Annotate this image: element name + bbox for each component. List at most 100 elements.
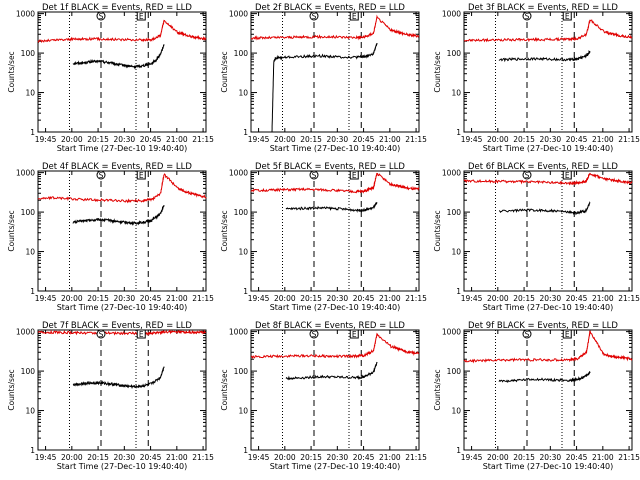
events-series-line bbox=[498, 49, 591, 63]
e-marker-label: E bbox=[139, 330, 144, 339]
y-tick-label: 10 bbox=[451, 407, 461, 416]
x-tick-label: 19:45 bbox=[461, 294, 483, 303]
e-marker-label: E bbox=[565, 330, 570, 339]
x-tick-label: 21:15 bbox=[192, 453, 214, 462]
y-tick-label: 1000 bbox=[442, 328, 461, 337]
lld-series-line bbox=[251, 332, 420, 359]
s-marker-circle bbox=[309, 329, 319, 339]
x-tick-label: 20:45 bbox=[140, 294, 162, 303]
panel-title: Det 4f BLACK = Events, RED = LLD bbox=[42, 162, 192, 172]
x-tick-label: 20:15 bbox=[513, 453, 535, 462]
s-marker-label: S bbox=[525, 171, 530, 180]
x-tick-label: 20:00 bbox=[487, 294, 509, 303]
plot-frame bbox=[37, 329, 207, 451]
detector-panel: Det 6f BLACK = Events, RED = LLD 19:45 20:… bbox=[433, 162, 640, 312]
x-tick-label: 20:15 bbox=[513, 294, 535, 303]
lld-series-line bbox=[250, 14, 420, 41]
y-tick-label: 10 bbox=[25, 407, 35, 416]
detector-panel: Det 8f BLACK = Events, RED = LLD 19:45 20:… bbox=[220, 321, 427, 471]
y-tick-label: 100 bbox=[21, 208, 36, 217]
x-tick-label: 21:00 bbox=[166, 294, 188, 303]
y-tick-label: 1 bbox=[30, 446, 35, 455]
y-tick-label: 1 bbox=[456, 287, 461, 296]
x-tick-label: 21:15 bbox=[192, 294, 214, 303]
s-marker-label: S bbox=[99, 12, 104, 21]
y-tick-label: 10 bbox=[238, 248, 248, 257]
plot-frame bbox=[250, 170, 420, 292]
lld-series-line bbox=[250, 172, 420, 194]
y-tick-label: 1000 bbox=[16, 10, 35, 19]
s-marker-label: S bbox=[525, 12, 530, 21]
y-tick-label: 1 bbox=[243, 287, 248, 296]
x-tick-label: 20:00 bbox=[487, 453, 509, 462]
x-tick-label: 20:15 bbox=[87, 453, 109, 462]
x-tick-label: 20:00 bbox=[274, 135, 296, 144]
y-tick-label: 1000 bbox=[16, 328, 35, 337]
x-axis-label: Start Time (27-Dec-10 19:40:40) bbox=[270, 144, 401, 153]
x-tick-label: 20:30 bbox=[114, 453, 136, 462]
x-tick-label: 19:45 bbox=[461, 135, 483, 144]
y-axis-label: Counts/sec bbox=[433, 210, 442, 251]
x-tick-label: 19:45 bbox=[35, 135, 57, 144]
events-series-line bbox=[498, 201, 591, 216]
e-marker-box bbox=[562, 11, 572, 21]
y-tick-label: 100 bbox=[234, 367, 249, 376]
lld-series-line bbox=[37, 329, 207, 337]
panel-title: Det 5f BLACK = Events, RED = LLD bbox=[255, 162, 405, 172]
e-marker-box bbox=[349, 170, 359, 180]
x-tick-label: 20:15 bbox=[513, 135, 535, 144]
x-tick-label: 20:45 bbox=[353, 294, 375, 303]
plot-frame bbox=[463, 11, 633, 133]
detector-panel: Det 9f BLACK = Events, RED = LLD 19:45 20:… bbox=[433, 321, 640, 471]
y-axis-label: Counts/sec bbox=[433, 369, 442, 410]
detector-panel: Det 5f BLACK = Events, RED = LLD 19:45 20:… bbox=[220, 162, 427, 312]
s-marker-circle bbox=[309, 11, 319, 21]
x-tick-label: 20:00 bbox=[487, 135, 509, 144]
x-tick-label: 20:30 bbox=[327, 135, 349, 144]
x-tick-label: 20:30 bbox=[114, 294, 136, 303]
x-tick-label: 21:15 bbox=[618, 453, 640, 462]
x-tick-label: 19:45 bbox=[35, 453, 57, 462]
y-tick-label: 10 bbox=[238, 89, 248, 98]
detector-panel: Det 1f BLACK = Events, RED = LLD 19:45 20:… bbox=[7, 3, 214, 153]
e-marker-label: E bbox=[139, 12, 144, 21]
lld-series-line bbox=[37, 173, 207, 204]
e-marker-label: E bbox=[565, 171, 570, 180]
plot-frame bbox=[250, 11, 420, 133]
y-tick-label: 100 bbox=[21, 49, 36, 58]
x-tick-label: 20:45 bbox=[566, 135, 588, 144]
x-tick-label: 21:00 bbox=[166, 453, 188, 462]
x-tick-label: 20:45 bbox=[140, 453, 162, 462]
y-axis-label: Counts/sec bbox=[220, 51, 229, 92]
plot-frame bbox=[463, 329, 633, 451]
s-marker-label: S bbox=[312, 171, 317, 180]
s-marker-circle bbox=[522, 11, 532, 21]
y-tick-label: 1000 bbox=[16, 169, 35, 178]
plot-frame bbox=[250, 329, 420, 451]
e-marker-label: E bbox=[139, 171, 144, 180]
y-tick-label: 1000 bbox=[442, 10, 461, 19]
x-tick-label: 20:30 bbox=[114, 135, 136, 144]
y-tick-label: 10 bbox=[451, 89, 461, 98]
lld-series-line bbox=[463, 19, 633, 43]
x-tick-label: 21:15 bbox=[405, 453, 427, 462]
x-axis-label: Start Time (27-Dec-10 19:40:40) bbox=[483, 144, 614, 153]
events-series-line bbox=[271, 42, 378, 133]
y-tick-label: 100 bbox=[447, 49, 462, 58]
detector-panel: Det 2f BLACK = Events, RED = LLD 19:45 20:… bbox=[220, 3, 427, 153]
e-marker-box bbox=[136, 170, 146, 180]
panel-title: Det 1f BLACK = Events, RED = LLD bbox=[42, 3, 192, 13]
x-tick-label: 19:45 bbox=[35, 294, 57, 303]
y-tick-label: 1000 bbox=[442, 169, 461, 178]
y-tick-label: 100 bbox=[447, 367, 462, 376]
y-axis-label: Counts/sec bbox=[220, 369, 229, 410]
y-tick-label: 10 bbox=[25, 248, 35, 257]
events-series-line bbox=[72, 366, 165, 390]
y-tick-label: 100 bbox=[447, 208, 462, 217]
x-tick-label: 21:15 bbox=[405, 135, 427, 144]
y-tick-label: 10 bbox=[238, 407, 248, 416]
y-axis-label: Counts/sec bbox=[220, 210, 229, 251]
y-tick-label: 1 bbox=[243, 128, 248, 137]
y-tick-label: 1 bbox=[243, 446, 248, 455]
x-tick-label: 19:45 bbox=[248, 135, 270, 144]
